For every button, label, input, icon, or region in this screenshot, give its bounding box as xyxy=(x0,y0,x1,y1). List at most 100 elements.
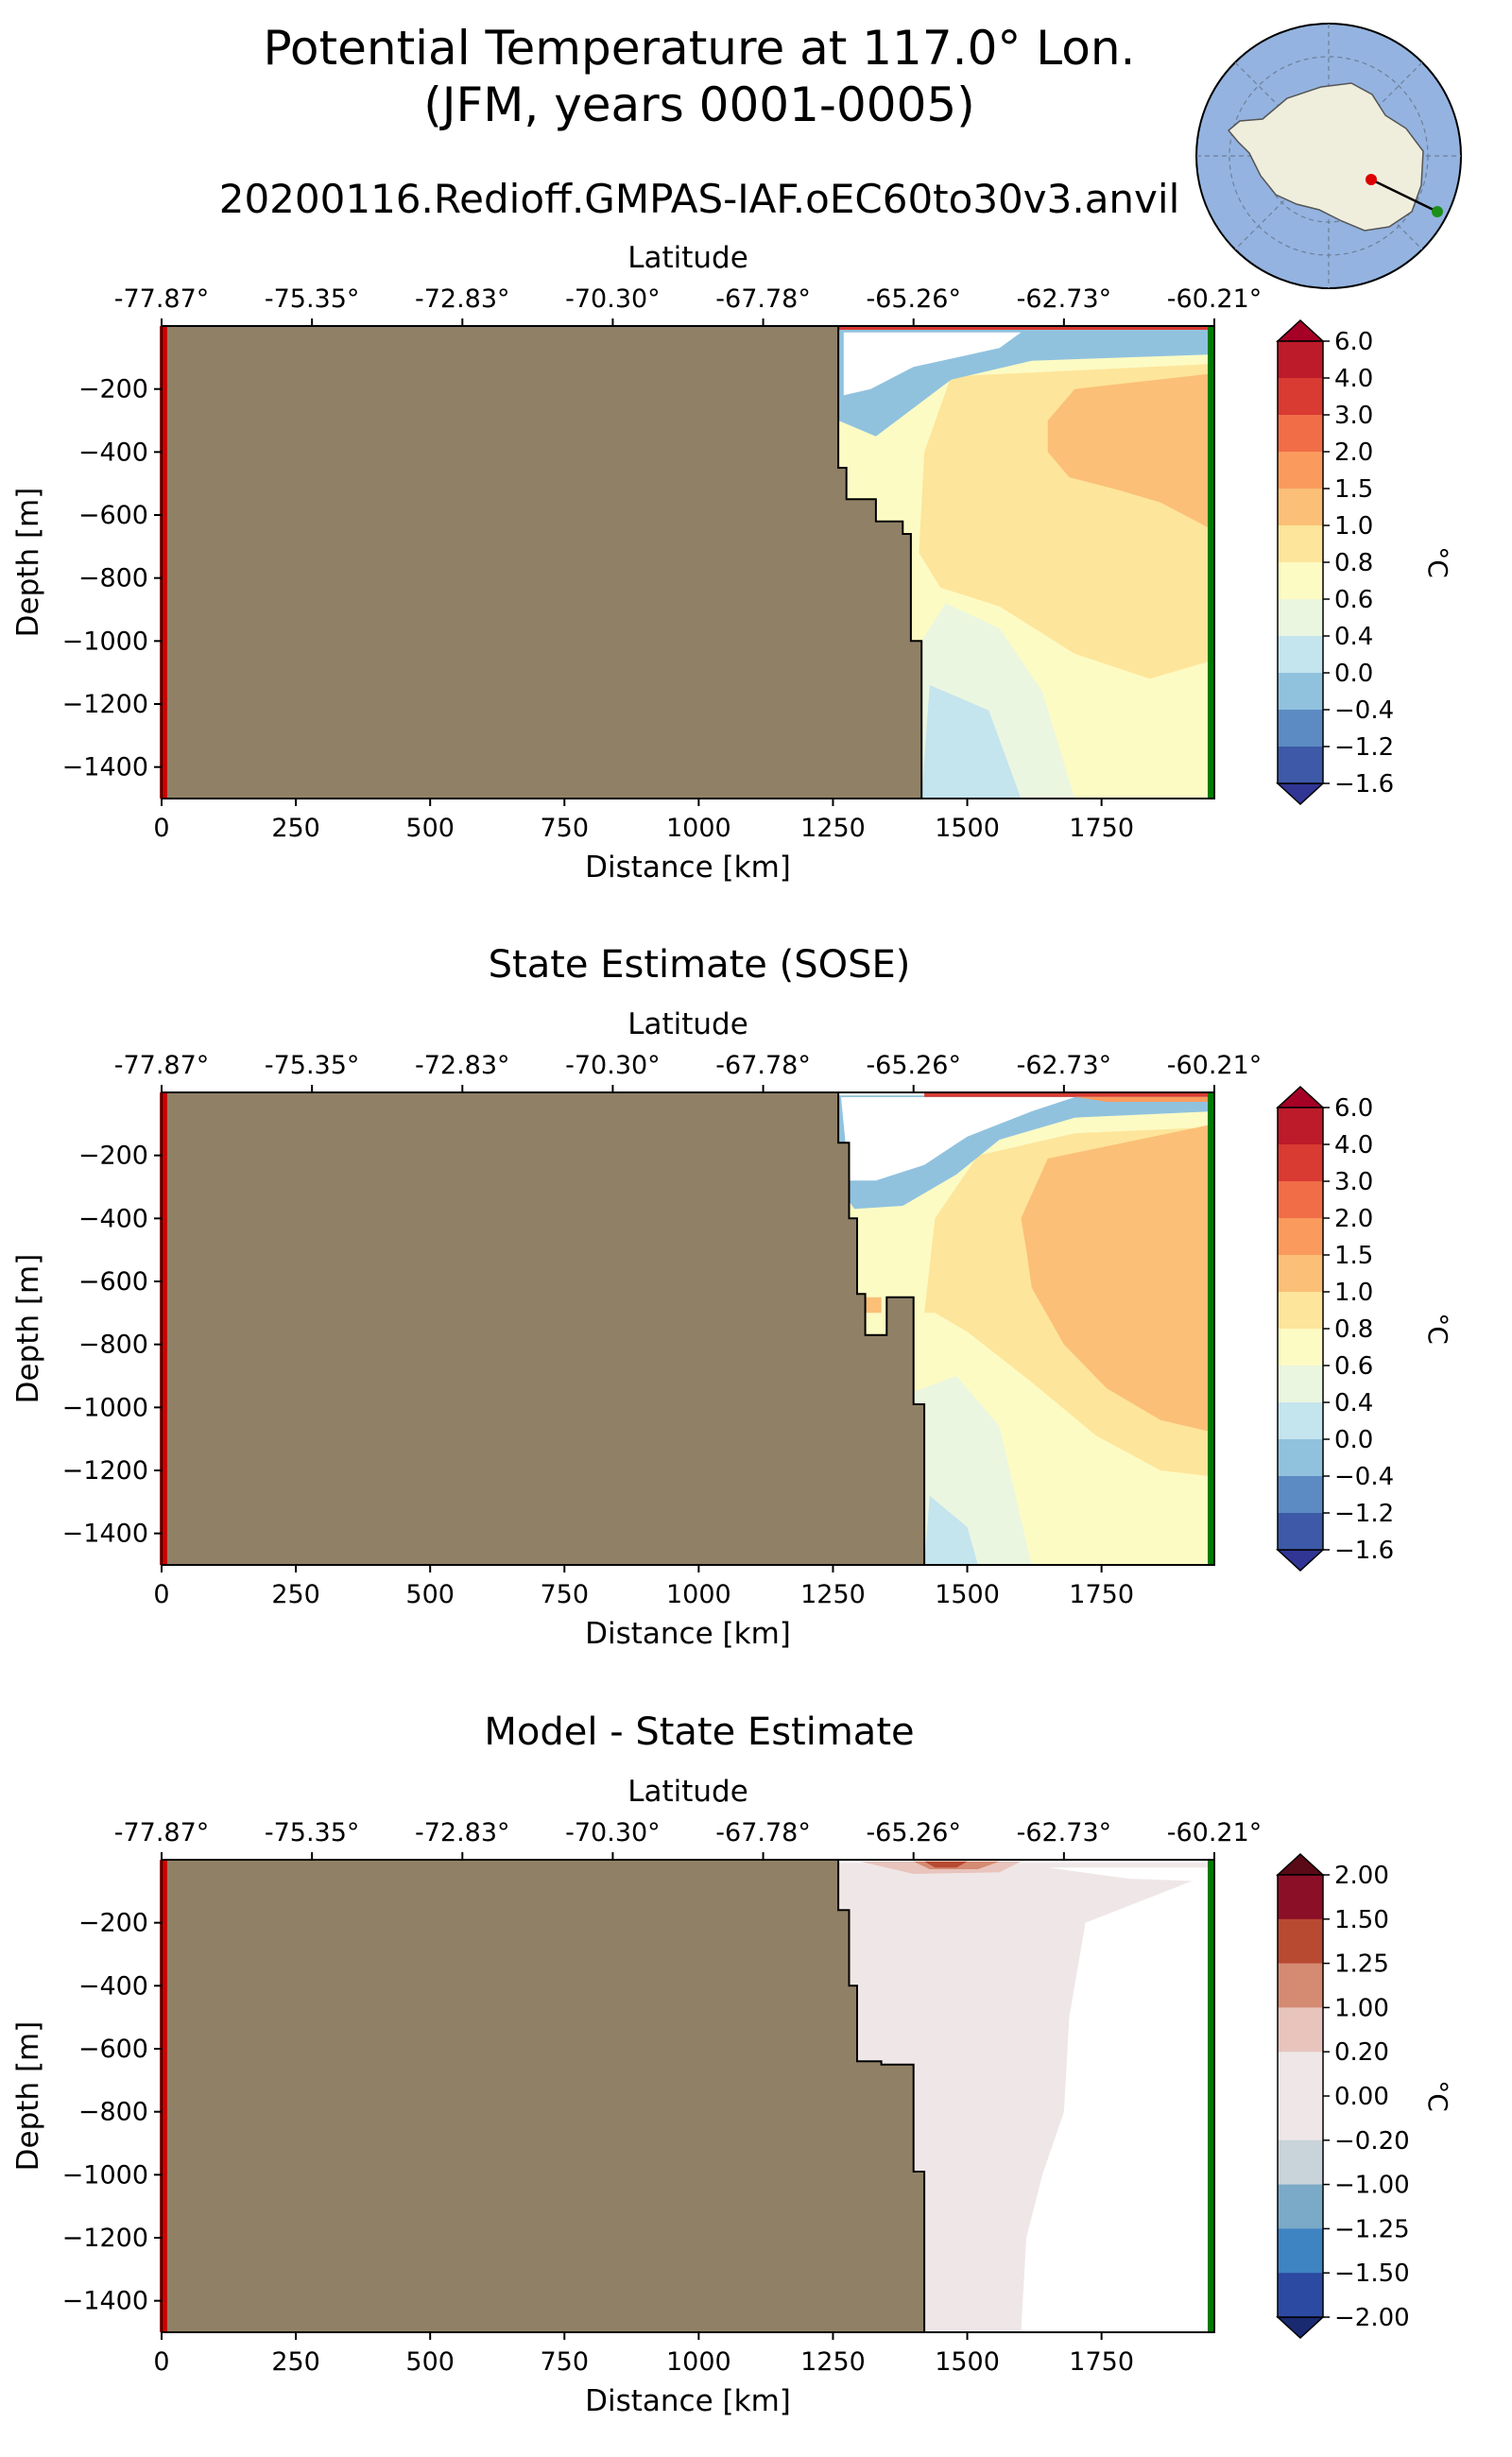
colorbar-model: 6.0 4.0 3.0 2.0 1.5 1.0 0.8 0.6 0.4 0.0 −0.4 −1.2 −1… xyxy=(1276,318,1453,806)
y-tick-label: −800 xyxy=(78,1331,148,1360)
colorbar-tick-label: 0.6 xyxy=(1334,1352,1373,1381)
x-axis-label: Distance [km] xyxy=(585,2384,791,2418)
x-axis-label: Distance [km] xyxy=(585,850,791,885)
colorbar-tick-label: −1.2 xyxy=(1334,1500,1394,1528)
colorbar-segment xyxy=(1278,673,1323,711)
panel-sose: 0 250 500 750 1000 1250 1500 1750 Distance [km] −… xyxy=(11,1007,1453,1651)
contour-region-1.5 xyxy=(1021,1124,1214,1433)
colorbar-tick-label: 6.0 xyxy=(1334,1094,1373,1123)
latitude-tick-label: -62.73° xyxy=(1017,284,1112,314)
colorbar-segment xyxy=(1278,1476,1323,1514)
colorbar-segment xyxy=(1278,2052,1323,2097)
x-axis-label: Distance [km] xyxy=(585,1617,791,1651)
latitude-tick-label: -72.83° xyxy=(415,284,510,314)
colorbar-segment xyxy=(1278,1255,1323,1293)
colorbar-unit-label: °C xyxy=(1422,1313,1453,1345)
colorbar-tick-label: 1.5 xyxy=(1334,1242,1373,1270)
colorbar-tick-label: 4.0 xyxy=(1334,1131,1373,1160)
colorbar-over-extension xyxy=(1276,1852,1325,1876)
contour-region-0.20 xyxy=(870,1898,984,2100)
latitude-tick-label: -67.78° xyxy=(715,1051,811,1080)
colorbar-segment xyxy=(1278,1108,1323,1145)
contour-region-0.4 xyxy=(921,685,1022,799)
colorbar-under-extension xyxy=(1276,782,1325,806)
colorbar-tick-label: −0.20 xyxy=(1334,2127,1410,2156)
latitude-tick-label: -62.73° xyxy=(1017,1051,1112,1080)
colorbar-tick-label: −1.25 xyxy=(1334,2215,1410,2243)
latitude-tick-label: -65.26° xyxy=(866,1051,961,1080)
x-tick-label: 250 xyxy=(271,2347,320,2377)
colorbar-tick-label: 0.0 xyxy=(1334,660,1373,688)
colorbar-tick-label: 2.0 xyxy=(1334,1205,1373,1233)
y-tick-label: −400 xyxy=(78,1204,148,1233)
y-tick-label: −1200 xyxy=(62,690,148,719)
latitude-tick-label: -65.26° xyxy=(866,1818,961,1847)
x-tick-label: 0 xyxy=(153,1580,169,1609)
y-tick-label: −200 xyxy=(78,1142,148,1171)
latitude-tick-label: -65.26° xyxy=(866,284,961,314)
latitude-tick-label: -77.87° xyxy=(114,1818,210,1847)
x-tick-label: 1250 xyxy=(800,1580,866,1609)
colorbar-tick-label: −1.50 xyxy=(1334,2259,1410,2288)
colorbar-segment xyxy=(1278,489,1323,526)
colorbar-segment xyxy=(1278,599,1323,637)
colorbar-tick-label: 0.00 xyxy=(1334,2083,1389,2111)
colorbar-tick-label: 1.0 xyxy=(1334,512,1373,541)
land-mask xyxy=(162,1860,925,2332)
colorbar-tick-label: 1.0 xyxy=(1334,1279,1373,1307)
panel-model: 0 250 500 750 1000 1250 1500 1750 Distance [km] −… xyxy=(11,241,1453,885)
colorbar-unit-label: °C xyxy=(1422,2080,1453,2112)
colorbar-tick-label: 3.0 xyxy=(1334,1168,1373,1196)
colorbar-segment xyxy=(1278,1181,1323,1219)
colorbar-segment xyxy=(1278,2096,1323,2141)
colorbar-bias: 2.00 1.50 1.25 1.00 0.20 0.00 −0.20 −1.00 −1.25 −… xyxy=(1276,1852,1453,2340)
colorbar-tick-label: 1.00 xyxy=(1334,1994,1389,2022)
colorbar-tick-label: −1.00 xyxy=(1334,2172,1410,2200)
colorbar-tick-label: 2.00 xyxy=(1334,1862,1389,1890)
colorbar-segment xyxy=(1278,710,1323,747)
colorbar-segment xyxy=(1278,1918,1323,1965)
x-tick-label: 1750 xyxy=(1069,2347,1134,2377)
colorbar-tick-label: −1.6 xyxy=(1334,770,1394,799)
y-tick-label: −600 xyxy=(78,501,148,530)
colorbar-under-extension xyxy=(1276,2316,1325,2340)
contour-region--0.20 xyxy=(1021,1872,1214,2332)
latitude-tick-label: -70.30° xyxy=(565,1051,661,1080)
contour-region-1.5 xyxy=(1047,373,1214,531)
colorbar-tick-label: −0.4 xyxy=(1334,1463,1394,1491)
plot-frame xyxy=(161,1091,1215,1566)
panel3-title: Model - State Estimate xyxy=(484,1710,915,1754)
x-tick-label: 1000 xyxy=(666,2347,731,2377)
plot-frame xyxy=(161,325,1215,799)
y-tick-label: −800 xyxy=(78,564,148,593)
colorbar-segment xyxy=(1278,1402,1323,1440)
colorbar-segment xyxy=(1278,1218,1323,1256)
x-tick-label: 500 xyxy=(405,2347,455,2377)
contour-region-1.5 xyxy=(862,1297,882,1314)
x-tick-label: 1500 xyxy=(935,814,1000,843)
colorbar-tick-label: 0.6 xyxy=(1334,586,1373,614)
x-tick-label: 250 xyxy=(271,1580,320,1609)
colorbar-tick-label: 0.8 xyxy=(1334,1315,1373,1344)
x-tick-label: 1500 xyxy=(935,1580,1000,1609)
latitude-tick-label: -60.21° xyxy=(1167,1818,1263,1847)
colorbar-segment xyxy=(1278,562,1323,600)
latitude-tick-label: -62.73° xyxy=(1017,1818,1112,1847)
plot-frame xyxy=(161,1859,1215,2333)
colorbar-tick-label: 3.0 xyxy=(1334,402,1373,430)
colorbar-segment xyxy=(1278,452,1323,490)
field-sose xyxy=(162,1092,1214,1565)
colorbar-tick-label: 0.0 xyxy=(1334,1426,1373,1454)
figure-title-line1: Potential Temperature at 117.0° Lon. xyxy=(263,21,1136,76)
colorbar-segment xyxy=(1278,2184,1323,2229)
y-tick-label: −1200 xyxy=(62,1456,148,1486)
x-tick-label: 0 xyxy=(153,814,169,843)
y-tick-label: −600 xyxy=(78,1267,148,1297)
y-axis-label: Depth [m] xyxy=(11,488,45,638)
colorbar-segment xyxy=(1278,1144,1323,1182)
colorbar-segment xyxy=(1278,2273,1323,2318)
field-model xyxy=(162,326,1214,799)
panel2-title: State Estimate (SOSE) xyxy=(488,943,911,987)
bathymetry-outline xyxy=(837,1092,926,1565)
latitude-tick-label: -72.83° xyxy=(415,1818,510,1847)
